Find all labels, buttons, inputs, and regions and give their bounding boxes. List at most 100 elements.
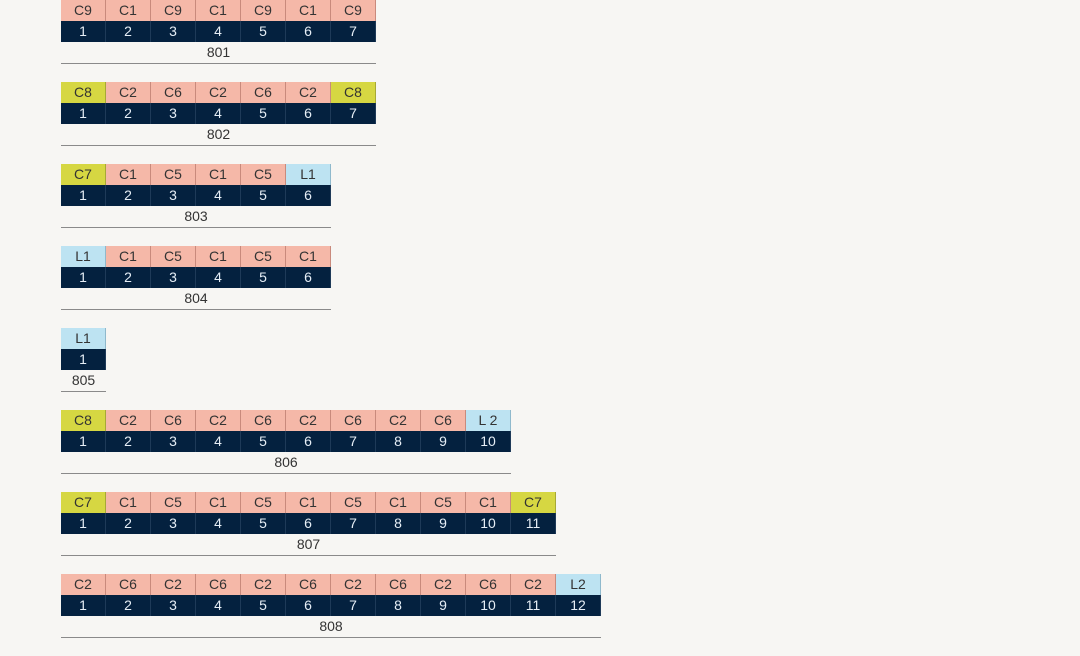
number-cell: 7 <box>331 595 376 616</box>
number-cell: 11 <box>511 513 556 534</box>
type-cell: C5 <box>241 246 286 267</box>
type-cell: C2 <box>61 574 106 595</box>
type-cell: C6 <box>151 410 196 431</box>
number-cell: 3 <box>151 21 196 42</box>
number-cell: 1 <box>61 513 106 534</box>
number-cell: 5 <box>241 431 286 452</box>
type-cell: C2 <box>196 82 241 103</box>
type-cell: C6 <box>376 574 421 595</box>
type-cell: C1 <box>106 246 151 267</box>
number-cell: 12 <box>556 595 601 616</box>
number-row: 1 2 3 4 5 6 7 8 9 10 11 12 <box>61 595 601 616</box>
type-cell: C6 <box>286 574 331 595</box>
type-cell: C2 <box>331 574 376 595</box>
type-cell: C2 <box>511 574 556 595</box>
type-row: C7 C1 C5 C1 C5 L1 <box>61 164 331 185</box>
type-cell: C1 <box>286 0 331 21</box>
type-cell: C1 <box>106 0 151 21</box>
unit-block: L1 C1 C5 C1 C5 C1 1 2 3 4 5 6 804 <box>61 246 331 310</box>
number-cell: 6 <box>286 185 331 206</box>
number-cell: 5 <box>241 267 286 288</box>
type-cell: C1 <box>106 492 151 513</box>
type-cell: C2 <box>196 410 241 431</box>
type-cell: C9 <box>151 0 196 21</box>
type-cell: C5 <box>151 492 196 513</box>
type-cell: L1 <box>61 328 106 349</box>
type-cell: C1 <box>196 492 241 513</box>
number-cell: 6 <box>286 595 331 616</box>
number-cell: 4 <box>196 21 241 42</box>
type-cell: C1 <box>466 492 511 513</box>
number-cell: 2 <box>106 267 151 288</box>
type-cell: C7 <box>61 492 106 513</box>
type-cell: C2 <box>421 574 466 595</box>
number-cell: 6 <box>286 21 331 42</box>
type-cell: C1 <box>196 164 241 185</box>
number-cell: 1 <box>61 21 106 42</box>
block-label: 805 <box>61 370 106 392</box>
number-cell: 6 <box>286 513 331 534</box>
type-cell: C7 <box>511 492 556 513</box>
block-label: 808 <box>61 616 601 638</box>
number-cell: 6 <box>286 267 331 288</box>
unit-block: C8 C2 C6 C2 C6 C2 C6 C2 C6 L 2 1 2 3 4 5 6 7 8 9 10 806 <box>61 410 511 474</box>
type-cell: L2 <box>556 574 601 595</box>
number-cell: 2 <box>106 21 151 42</box>
type-cell: C8 <box>331 82 376 103</box>
number-cell: 4 <box>196 513 241 534</box>
type-cell: C2 <box>241 574 286 595</box>
number-cell: 7 <box>331 513 376 534</box>
number-cell: 4 <box>196 185 241 206</box>
number-cell: 5 <box>241 513 286 534</box>
block-label: 807 <box>61 534 556 556</box>
number-cell: 2 <box>106 431 151 452</box>
type-cell: C9 <box>241 0 286 21</box>
number-cell: 5 <box>241 21 286 42</box>
number-cell: 11 <box>511 595 556 616</box>
type-cell: C5 <box>241 164 286 185</box>
type-cell: L1 <box>61 246 106 267</box>
block-label: 806 <box>61 452 511 474</box>
type-cell: C5 <box>421 492 466 513</box>
number-cell: 3 <box>151 185 196 206</box>
number-cell: 2 <box>106 595 151 616</box>
type-cell: C5 <box>151 246 196 267</box>
number-cell: 4 <box>196 595 241 616</box>
number-row: 1 2 3 4 5 6 7 8 9 10 <box>61 431 511 452</box>
unit-block: C7 C1 C5 C1 C5 L1 1 2 3 4 5 6 803 <box>61 164 331 228</box>
number-cell: 4 <box>196 431 241 452</box>
type-cell: C1 <box>196 0 241 21</box>
type-cell: C1 <box>196 246 241 267</box>
number-cell: 2 <box>106 513 151 534</box>
type-cell: C5 <box>331 492 376 513</box>
type-cell: C1 <box>286 492 331 513</box>
unit-block: C9 C1 C9 C1 C9 C1 C9 1 2 3 4 5 6 7 801 <box>61 0 376 64</box>
number-cell: 2 <box>106 185 151 206</box>
number-row: 1 <box>61 349 106 370</box>
type-row: C8 C2 C6 C2 C6 C2 C6 C2 C6 L 2 <box>61 410 511 431</box>
number-cell: 7 <box>331 431 376 452</box>
type-cell: C6 <box>331 410 376 431</box>
type-cell: C1 <box>376 492 421 513</box>
type-cell: C7 <box>61 164 106 185</box>
type-cell: C6 <box>466 574 511 595</box>
number-cell: 6 <box>286 103 331 124</box>
type-cell: C2 <box>286 82 331 103</box>
type-cell: C1 <box>106 164 151 185</box>
block-label: 803 <box>61 206 331 228</box>
number-cell: 9 <box>421 595 466 616</box>
number-cell: 2 <box>106 103 151 124</box>
type-cell: C6 <box>421 410 466 431</box>
type-cell: C6 <box>106 574 151 595</box>
type-cell: C9 <box>61 0 106 21</box>
type-cell: L 2 <box>466 410 511 431</box>
number-cell: 8 <box>376 513 421 534</box>
type-cell: C9 <box>331 0 376 21</box>
number-cell: 8 <box>376 595 421 616</box>
number-cell: 3 <box>151 595 196 616</box>
type-cell: C2 <box>151 574 196 595</box>
type-cell: C6 <box>241 410 286 431</box>
